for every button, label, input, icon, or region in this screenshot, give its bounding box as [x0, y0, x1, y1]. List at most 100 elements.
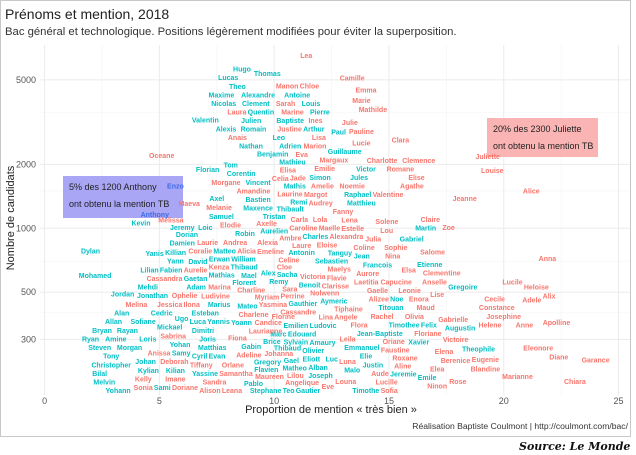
point-label: Jeremie — [390, 372, 417, 379]
point-label: Antoine — [284, 92, 310, 99]
point-label: Emile — [418, 375, 437, 382]
point-label: Leana — [222, 388, 242, 395]
annotation-line: ont obtenu la mention TB — [69, 199, 170, 209]
point-label: Benjamin — [257, 152, 289, 159]
point-label: Clarisse — [322, 283, 349, 290]
y-axis-label: Nombre de candidats — [5, 165, 17, 270]
point-label: Erwan — [209, 257, 230, 264]
point-label: Yoann — [231, 320, 252, 327]
point-label: Roxane — [392, 356, 417, 363]
point-label: Fanny — [333, 209, 354, 216]
point-label: Ophelie — [172, 293, 198, 300]
point-label: Antonin — [288, 250, 314, 257]
point-label: Celia — [272, 176, 289, 183]
point-label: Louis — [302, 101, 321, 108]
point-label: Brice — [263, 339, 281, 346]
point-label: Imane — [165, 376, 185, 383]
point-label: Orlane — [222, 362, 244, 369]
point-label: Tony — [103, 354, 119, 361]
point-label: Anselle — [422, 279, 447, 286]
point-label: Bryan — [92, 328, 112, 335]
point-label: Arthur — [303, 127, 325, 134]
point-label: Alicia — [237, 248, 256, 255]
point-label: Elise — [408, 175, 424, 182]
annotation-juliette: 20% des 2300 Juliette ont obtenu la ment… — [487, 118, 598, 157]
point-label: Jules — [350, 175, 368, 182]
point-label: Victor — [356, 166, 376, 173]
point-label: Matheo — [282, 365, 307, 372]
point-label: Laure — [292, 243, 311, 250]
point-label: Louise — [481, 168, 504, 175]
point-label: Faustine — [381, 348, 410, 355]
point-label: Remy — [269, 279, 288, 286]
point-label: Gabin — [241, 344, 261, 351]
point-label: Florian — [196, 167, 219, 174]
point-label: Alban — [308, 365, 327, 372]
point-label: David — [188, 259, 207, 266]
point-label: Noemie — [340, 184, 365, 191]
point-label: Jordan — [111, 292, 134, 299]
point-label: Damien — [170, 241, 195, 248]
point-label: Romane — [387, 167, 415, 174]
point-label: Teo — [283, 388, 295, 395]
chart-title: Prénoms et mention, 2018 — [5, 6, 170, 22]
y-tick-label: 500 — [21, 287, 36, 297]
point-label: Constance — [479, 305, 515, 312]
point-label: Laura — [227, 110, 246, 117]
point-label: Edouard — [288, 332, 316, 339]
point-label: Sebastien — [315, 259, 348, 266]
point-label: Augustin — [445, 326, 475, 333]
point-label: Eleonore — [523, 346, 553, 353]
point-label: Thibaud — [231, 265, 258, 272]
point-label: Mateo — [237, 303, 257, 310]
point-label: Flavien — [254, 367, 278, 374]
point-label: Julie — [342, 120, 358, 127]
point-label: Loic — [198, 225, 212, 232]
point-label: Gauthier — [289, 301, 318, 308]
point-label: Gabrielle — [438, 317, 468, 324]
point-label: Oriane — [383, 339, 405, 346]
point-label: Marion — [304, 144, 327, 151]
point-label: Stephane — [250, 388, 282, 395]
point-label: Axel — [209, 196, 224, 203]
point-label: Flora — [351, 323, 368, 330]
point-label: Nathan — [239, 143, 263, 150]
point-label: Candice — [255, 320, 282, 327]
point-label: Sara — [282, 286, 297, 293]
point-label: Angele — [334, 314, 357, 321]
point-label: Rose — [449, 379, 466, 386]
point-label: Mathilde — [359, 107, 387, 114]
point-label: Emma — [355, 88, 376, 95]
point-label: Enora — [409, 297, 429, 304]
point-label: Rachel — [371, 314, 394, 321]
point-label: Lucille — [376, 380, 398, 387]
point-label: Aurore — [356, 271, 379, 278]
point-label: Tiphaine — [334, 307, 363, 314]
point-label: Capucine — [380, 279, 412, 286]
point-label: Eloise — [317, 242, 338, 249]
point-label: Hugo — [233, 67, 251, 74]
point-label: Melissa — [158, 218, 183, 225]
point-label: Kilian — [166, 368, 185, 375]
point-label: Anthony — [141, 212, 169, 219]
point-label: Xavier — [408, 339, 429, 346]
point-label: Matteo — [213, 248, 236, 255]
point-label: Adele — [522, 297, 541, 304]
point-label: Apolline — [543, 320, 571, 327]
point-label: Killian — [165, 250, 186, 257]
point-label: Eve — [322, 384, 335, 391]
point-label: Anissa — [148, 351, 171, 358]
point-label: Estelle — [341, 226, 364, 233]
point-label: Quentin — [248, 110, 274, 117]
point-label: Berenice — [441, 358, 471, 365]
point-label: Josephine — [486, 314, 521, 321]
point-label: Kelly — [135, 376, 152, 383]
point-label: Amaury — [309, 340, 335, 347]
point-label: Tristan — [263, 214, 286, 221]
point-label: Ludivine — [201, 293, 230, 300]
point-label: Simon — [309, 175, 330, 182]
point-label: Nina — [385, 254, 400, 261]
point-label: Ugo — [175, 316, 189, 323]
point-label: Lina — [319, 315, 333, 322]
